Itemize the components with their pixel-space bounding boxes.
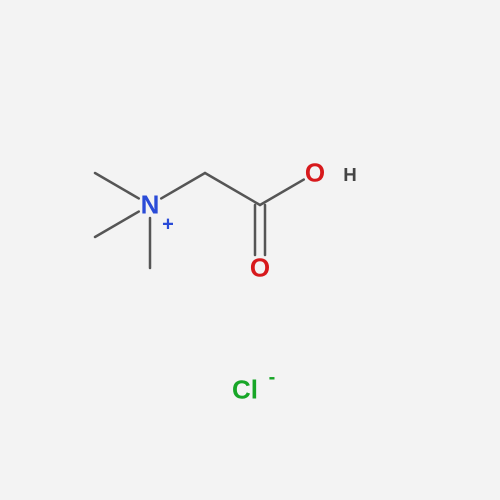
molecule-canvas: N+OOHCl- <box>0 0 500 500</box>
atom-Cl: Cl <box>232 375 258 406</box>
charge-N_plus: + <box>162 214 174 237</box>
atom-OH_H: H <box>343 164 357 186</box>
atom-O_dbl: O <box>250 253 270 284</box>
bond-layer <box>0 0 500 500</box>
atom-N: N <box>141 190 160 221</box>
charge-Cl_neg: - <box>269 367 276 390</box>
atom-O_sgl: O <box>305 158 325 189</box>
